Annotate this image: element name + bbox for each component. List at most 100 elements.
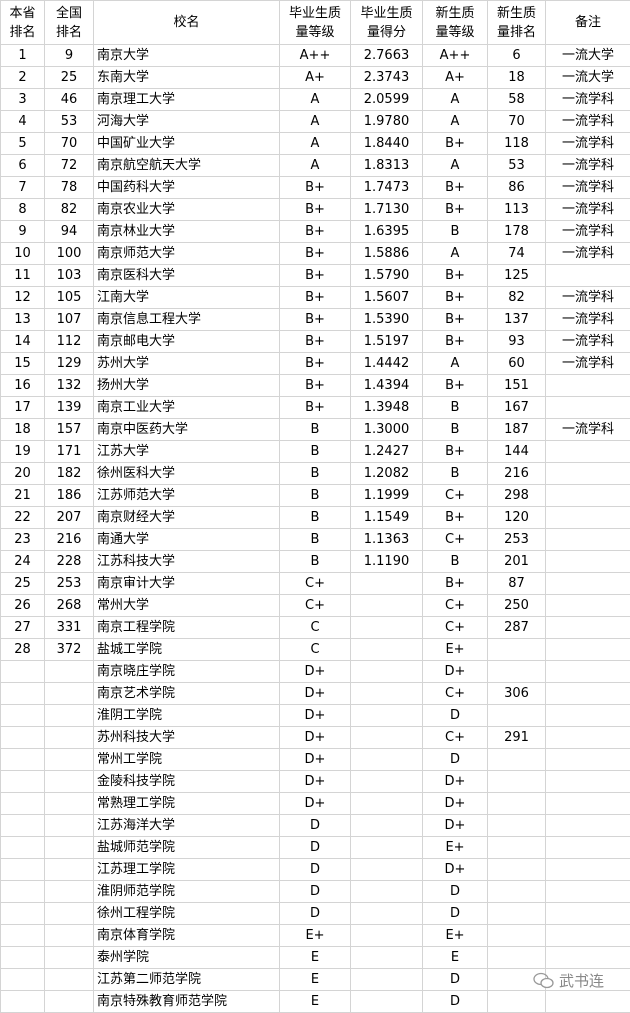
cell-national-rank: 207: [44, 506, 94, 529]
cell-freshman-grade: D: [422, 990, 488, 1013]
cell-freshman-grade: E: [422, 946, 488, 969]
cell-province-rank: 3: [0, 88, 45, 111]
cell-freshman-rank: 6: [487, 44, 546, 67]
cell-freshman-rank: [487, 770, 546, 793]
cell-school-name: 盐城工学院: [93, 638, 280, 661]
wechat-official-account-icon: [533, 972, 554, 988]
cell-graduate-grade: B+: [279, 286, 351, 309]
cell-freshman-grade: A++: [422, 44, 488, 67]
cell-freshman-grade: B+: [422, 308, 488, 331]
header-remark: 备注: [545, 0, 630, 45]
cell-national-rank: 132: [44, 374, 94, 397]
cell-school-name: 南京医科大学: [93, 264, 280, 287]
cell-national-rank: 112: [44, 330, 94, 353]
table-row: 7 78 中国药科大学 B+ 1.7473 B+ 86 一流学科: [0, 176, 630, 199]
cell-remark: 一流学科: [545, 132, 630, 155]
cell-graduate-score: 2.0599: [350, 88, 423, 111]
cell-school-name: 苏州科技大学: [93, 726, 280, 749]
cell-freshman-grade: A: [422, 242, 488, 265]
cell-national-rank: 46: [44, 88, 94, 111]
cell-graduate-grade: A++: [279, 44, 351, 67]
table-row: 常州工学院 D+ D: [0, 748, 630, 771]
cell-freshman-rank: 178: [487, 220, 546, 243]
header-freshman-grade: 新生质 量等级: [422, 0, 488, 45]
cell-school-name: 江苏科技大学: [93, 550, 280, 573]
cell-freshman-rank: 201: [487, 550, 546, 573]
cell-province-rank: 12: [0, 286, 45, 309]
cell-province-rank: 17: [0, 396, 45, 419]
cell-graduate-grade: D: [279, 902, 351, 925]
cell-freshman-rank: 287: [487, 616, 546, 639]
cell-school-name: 南京体育学院: [93, 924, 280, 947]
table-row: 25 253 南京审计大学 C+ B+ 87: [0, 572, 630, 595]
cell-freshman-rank: [487, 946, 546, 969]
cell-graduate-score: 1.4394: [350, 374, 423, 397]
cell-graduate-score: [350, 946, 423, 969]
cell-school-name: 南京邮电大学: [93, 330, 280, 353]
cell-province-rank: [0, 704, 45, 727]
cell-school-name: 南京审计大学: [93, 572, 280, 595]
cell-remark: 一流学科: [545, 286, 630, 309]
cell-province-rank: 10: [0, 242, 45, 265]
cell-graduate-score: 1.7473: [350, 176, 423, 199]
cell-province-rank: 26: [0, 594, 45, 617]
cell-graduate-grade: C+: [279, 572, 351, 595]
cell-graduate-grade: C+: [279, 594, 351, 617]
cell-national-rank: 228: [44, 550, 94, 573]
cell-province-rank: 18: [0, 418, 45, 441]
cell-province-rank: 21: [0, 484, 45, 507]
cell-province-rank: 28: [0, 638, 45, 661]
cell-remark: [545, 858, 630, 881]
table-row: 28 372 盐城工学院 C E+: [0, 638, 630, 661]
cell-remark: [545, 374, 630, 397]
cell-school-name: 河海大学: [93, 110, 280, 133]
cell-graduate-score: 1.4442: [350, 352, 423, 375]
cell-province-rank: 15: [0, 352, 45, 375]
cell-remark: [545, 748, 630, 771]
cell-school-name: 淮阴工学院: [93, 704, 280, 727]
cell-graduate-score: 1.9780: [350, 110, 423, 133]
cell-freshman-grade: B+: [422, 374, 488, 397]
table-row: 14 112 南京邮电大学 B+ 1.5197 B+ 93 一流学科: [0, 330, 630, 353]
cell-national-rank: 72: [44, 154, 94, 177]
table-row: 徐州工程学院 D D: [0, 902, 630, 925]
cell-graduate-score: [350, 858, 423, 881]
cell-remark: 一流学科: [545, 154, 630, 177]
cell-school-name: 淮阴师范学院: [93, 880, 280, 903]
cell-remark: [545, 594, 630, 617]
cell-remark: [545, 792, 630, 815]
cell-freshman-grade: B: [422, 220, 488, 243]
cell-freshman-grade: D: [422, 880, 488, 903]
cell-freshman-rank: 82: [487, 286, 546, 309]
table-row: 17 139 南京工业大学 B+ 1.3948 B 167: [0, 396, 630, 419]
cell-freshman-rank: [487, 836, 546, 859]
cell-remark: [545, 550, 630, 573]
cell-province-rank: [0, 770, 45, 793]
cell-school-name: 南京航空航天大学: [93, 154, 280, 177]
cell-freshman-grade: A: [422, 154, 488, 177]
cell-province-rank: 1: [0, 44, 45, 67]
cell-graduate-grade: C: [279, 616, 351, 639]
cell-graduate-grade: E: [279, 968, 351, 991]
cell-remark: 一流学科: [545, 88, 630, 111]
cell-freshman-rank: [487, 990, 546, 1013]
cell-graduate-score: 1.5607: [350, 286, 423, 309]
cell-school-name: 江南大学: [93, 286, 280, 309]
cell-province-rank: [0, 902, 45, 925]
cell-national-rank: [44, 968, 94, 991]
table-row: 金陵科技学院 D+ D+: [0, 770, 630, 793]
cell-freshman-grade: C+: [422, 726, 488, 749]
cell-province-rank: 20: [0, 462, 45, 485]
cell-remark: [545, 572, 630, 595]
table-row: 南京体育学院 E+ E+: [0, 924, 630, 947]
cell-freshman-rank: 58: [487, 88, 546, 111]
table-row: 南京艺术学院 D+ C+ 306: [0, 682, 630, 705]
cell-graduate-score: 1.1549: [350, 506, 423, 529]
cell-freshman-rank: 18: [487, 66, 546, 89]
cell-province-rank: 11: [0, 264, 45, 287]
cell-graduate-score: [350, 572, 423, 595]
cell-province-rank: 14: [0, 330, 45, 353]
table-row: 23 216 南通大学 B 1.1363 C+ 253: [0, 528, 630, 551]
cell-school-name: 盐城师范学院: [93, 836, 280, 859]
cell-freshman-grade: B+: [422, 132, 488, 155]
